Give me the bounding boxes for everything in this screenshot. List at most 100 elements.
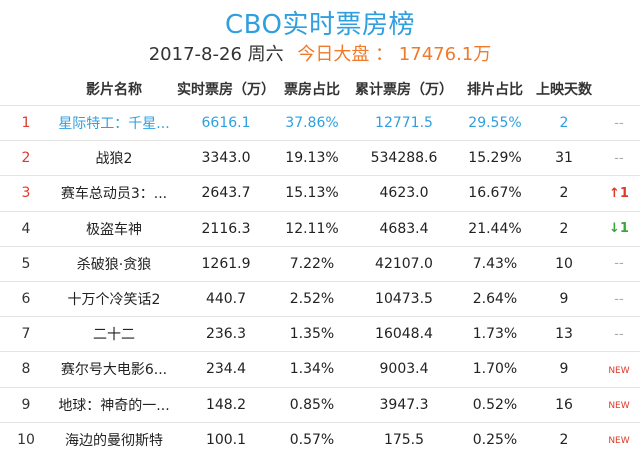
- rank-text: 6: [21, 291, 31, 308]
- screen-share-cell: 1.70%: [460, 351, 530, 387]
- rank-text: 2: [21, 150, 31, 167]
- days-cell: 16: [530, 386, 598, 423]
- box-share-text: 0.85%: [289, 396, 335, 413]
- movie-name-text: 赛车总动员3：...: [60, 186, 168, 203]
- rank-text: 7: [21, 326, 31, 343]
- realtime-box-text: 6616.1: [201, 115, 251, 132]
- rank-cell: 7: [0, 316, 52, 352]
- total-box-cell: 534288.6: [348, 140, 460, 176]
- days-cell: 9: [530, 351, 598, 387]
- days-text: 2: [559, 220, 569, 237]
- trend-unchanged: --: [614, 150, 624, 166]
- realtime-box-text: 148.2: [205, 396, 247, 413]
- page-title: CBO实时票房榜: [225, 10, 415, 40]
- total-box-text: 42107.0: [375, 255, 433, 272]
- total-box-text: 9003.4: [379, 361, 429, 378]
- new-badge: NEW: [608, 436, 630, 447]
- trend-unchanged: --: [614, 291, 624, 307]
- days-text: 10: [555, 255, 573, 272]
- trend-cell: --: [598, 280, 640, 317]
- movie-name-text: 星际特工：千星...: [58, 116, 170, 133]
- realtime-box-text: 3343.0: [201, 150, 251, 167]
- header-movie-name: 影片名称: [86, 81, 142, 98]
- total-box-text: 12771.5: [375, 115, 433, 132]
- box-share-cell: 12.11%: [276, 210, 348, 247]
- table-header: 影片名称 实时票房（万） 票房占比 累计票房（万） 排片占比 上映天数: [0, 72, 640, 106]
- screen-share-text: 2.64%: [472, 291, 518, 308]
- rank-cell: 8: [0, 351, 52, 387]
- realtime-box-cell: 234.4: [176, 351, 276, 387]
- rank-text: 5: [21, 255, 31, 272]
- realtime-box-cell: 236.3: [176, 316, 276, 352]
- screen-share-cell: 2.64%: [460, 280, 530, 317]
- box-share-text: 7.22%: [289, 255, 335, 272]
- movie-name-cell: 海边的曼彻斯特: [52, 421, 176, 457]
- rank-text: 3: [21, 185, 31, 202]
- today-total: 今日大盘 ： 17476.1万: [297, 44, 492, 65]
- box-share-cell: 2.52%: [276, 280, 348, 317]
- box-office-table: 影片名称 实时票房（万） 票房占比 累计票房（万） 排片占比 上映天数 1 星际特…: [0, 72, 640, 457]
- movie-name-text: 地球：神奇的一...: [58, 397, 170, 414]
- table-row[interactable]: 3 赛车总动员3：... 2643.7 15.13% 4623.0 16.67% 2 ↑1: [0, 175, 640, 212]
- movie-name-text: 十万个冷笑话2: [67, 292, 161, 309]
- trend-up-indicator: ↑1: [609, 185, 629, 201]
- rank-cell: 1: [0, 104, 52, 141]
- total-box-text: 10473.5: [375, 291, 433, 308]
- table-row[interactable]: 7 二十二 236.3 1.35% 16048.4 1.73% 13 --: [0, 316, 640, 352]
- total-box-cell: 10473.5: [348, 280, 460, 317]
- movie-name-text: 赛尔号大电影6...: [60, 362, 168, 379]
- movie-name-cell: 极盗车神: [52, 210, 176, 247]
- movie-name-text: 极盗车神: [86, 221, 142, 238]
- rank-cell: 2: [0, 140, 52, 176]
- box-share-cell: 15.13%: [276, 175, 348, 212]
- header-screen-share: 排片占比: [467, 81, 523, 98]
- table-row[interactable]: 10 海边的曼彻斯特 100.1 0.57% 175.5 0.25% 2 NEW: [0, 421, 640, 457]
- total-box-cell: 9003.4: [348, 351, 460, 387]
- trend-unchanged: --: [614, 115, 624, 131]
- box-share-text: 1.35%: [289, 326, 335, 343]
- rank-cell: 4: [0, 210, 52, 247]
- days-cell: 2: [530, 421, 598, 457]
- table-row[interactable]: 5 杀破狼·贪狼 1261.9 7.22% 42107.0 7.43% 10 --: [0, 245, 640, 282]
- trend-unchanged: --: [614, 256, 624, 272]
- realtime-box-text: 236.3: [205, 326, 247, 343]
- header-total-box: 累计票房（万）: [355, 81, 453, 98]
- realtime-box-text: 100.1: [205, 431, 247, 448]
- total-box-text: 16048.4: [375, 326, 433, 343]
- movie-name-cell: 赛尔号大电影6...: [52, 351, 176, 387]
- movie-name-text: 海边的曼彻斯特: [65, 432, 163, 449]
- rank-cell: 5: [0, 245, 52, 282]
- realtime-box-text: 2116.3: [201, 220, 251, 237]
- trend-cell: ↑1: [598, 175, 640, 212]
- box-share-text: 1.34%: [289, 361, 335, 378]
- total-box-text: 3947.3: [379, 396, 429, 413]
- movie-name-cell: 赛车总动员3：...: [52, 175, 176, 212]
- table-row[interactable]: 9 地球：神奇的一... 148.2 0.85% 3947.3 0.52% 16 NEW: [0, 386, 640, 423]
- rank-text: 9: [21, 396, 31, 413]
- trend-cell: ↓1: [598, 210, 640, 247]
- movie-name-cell: 地球：神奇的一...: [52, 386, 176, 423]
- screen-share-text: 15.29%: [468, 150, 522, 167]
- rank-cell: 10: [0, 421, 52, 457]
- realtime-box-cell: 3343.0: [176, 140, 276, 176]
- realtime-box-cell: 148.2: [176, 386, 276, 423]
- trend-down-indicator: ↓1: [609, 221, 629, 237]
- days-text: 2: [559, 115, 569, 132]
- table-row[interactable]: 2 战狼2 3343.0 19.13% 534288.6 15.29% 31 --: [0, 140, 640, 176]
- table-row[interactable]: 8 赛尔号大电影6... 234.4 1.34% 9003.4 1.70% 9 NEW: [0, 351, 640, 387]
- trend-cell: NEW: [598, 386, 640, 423]
- days-text: 16: [555, 396, 573, 413]
- table-row[interactable]: 4 极盗车神 2116.3 12.11% 4683.4 21.44% 2 ↓1: [0, 210, 640, 247]
- movie-name-text: 杀破狼·贪狼: [76, 256, 152, 273]
- trend-cell: --: [598, 245, 640, 282]
- total-box-text: 175.5: [383, 431, 425, 448]
- table-row[interactable]: 6 十万个冷笑话2 440.7 2.52% 10473.5 2.64% 9 --: [0, 280, 640, 317]
- table-row[interactable]: 1 星际特工：千星... 6616.1 37.86% 12771.5 29.55% 2 --: [0, 104, 640, 141]
- rank-cell: 9: [0, 386, 52, 423]
- rank-text: 4: [21, 220, 31, 237]
- days-text: 9: [559, 361, 569, 378]
- screen-share-cell: 0.25%: [460, 421, 530, 457]
- realtime-box-cell: 2643.7: [176, 175, 276, 212]
- rank-text: 1: [21, 115, 31, 132]
- screen-share-cell: 15.29%: [460, 140, 530, 176]
